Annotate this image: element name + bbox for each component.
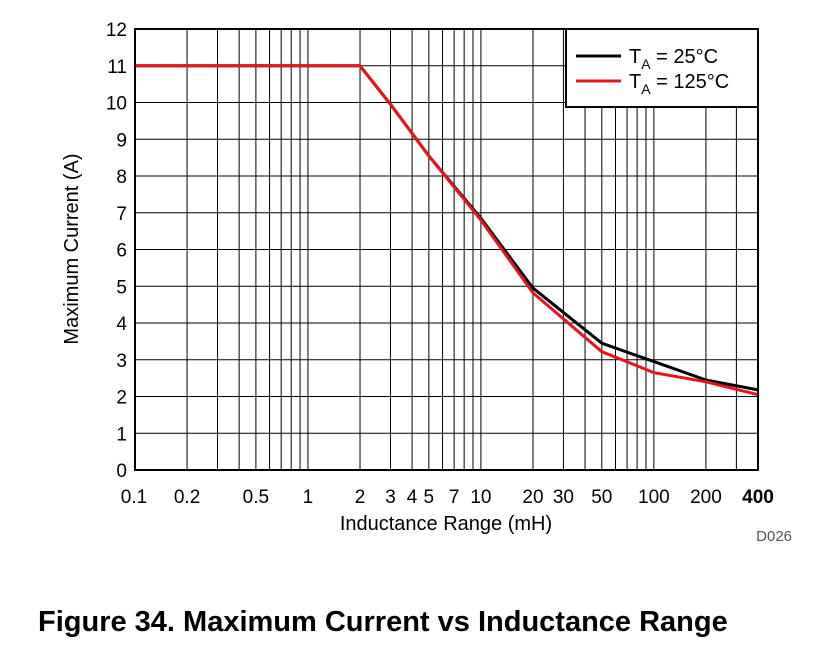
series-lines (135, 64, 759, 397)
legend-label-25c-sub: A (641, 56, 651, 72)
legend-label-125c: TA = 125°C (629, 71, 729, 97)
x-tick-label: 3 (385, 487, 396, 508)
legend-box (565, 28, 759, 108)
x-tick-label: 30 (553, 487, 574, 508)
x-tick-label: 5 (424, 487, 435, 508)
y-tick-label: 11 (107, 57, 127, 78)
plot-frame (134, 28, 759, 471)
legend-label-125c-main: T (629, 71, 641, 93)
y-tick-label: 2 (116, 388, 127, 409)
legend-label-125c-sub: A (641, 81, 651, 97)
x-tick-label: 100 (638, 487, 670, 508)
legend-label-125c-rest: = 125°C (651, 71, 730, 93)
legend: TA = 25°C TA = 125°C (565, 28, 759, 108)
figure-code: D026 (756, 528, 792, 545)
y-tick-label: 6 (116, 241, 127, 262)
x-tick-label: 0.5 (243, 487, 269, 508)
legend-label-25c-rest: = 25°C (651, 46, 718, 68)
figure-caption: Figure 34. Maximum Current vs Inductance… (38, 606, 728, 638)
x-tick-label: 7 (449, 487, 460, 508)
legend-label-25c-main: T (629, 46, 641, 68)
x-tick-label: 0.1 (121, 487, 147, 508)
x-tick-label: 0.2 (174, 487, 200, 508)
y-tick-label: 4 (116, 314, 127, 335)
x-tick-label: 4 (407, 487, 418, 508)
legend-label-25c: TA = 25°C (629, 46, 718, 72)
series-line-25c (135, 64, 759, 392)
y-tick-label: 9 (116, 130, 127, 151)
y-tick-label: 8 (116, 167, 127, 188)
x-tick-label: 400 (742, 487, 774, 508)
x-tick-label: 2 (355, 487, 366, 508)
x-axis-label: Inductance Range (mH) (340, 513, 552, 535)
series-line-125c (135, 64, 759, 397)
x-tick-label: 200 (690, 487, 722, 508)
y-tick-label: 3 (116, 351, 127, 372)
y-tick-label: 0 (116, 461, 127, 482)
y-axis-label: Maximum Current (A) (61, 153, 83, 344)
x-tick-labels: 0.1 0.2 0.5 1 2 3 4 5 7 10 20 30 50 100 200 400 (121, 487, 774, 508)
y-tick-label: 7 (116, 204, 127, 225)
y-tick-label: 10 (106, 94, 127, 115)
x-tick-label: 50 (591, 487, 612, 508)
x-tick-label: 1 (303, 487, 314, 508)
x-tick-label: 10 (470, 487, 491, 508)
x-tick-label: 20 (522, 487, 543, 508)
y-tick-label: 1 (116, 424, 127, 445)
y-tick-label: 12 (106, 20, 127, 41)
y-tick-label: 5 (116, 277, 127, 298)
